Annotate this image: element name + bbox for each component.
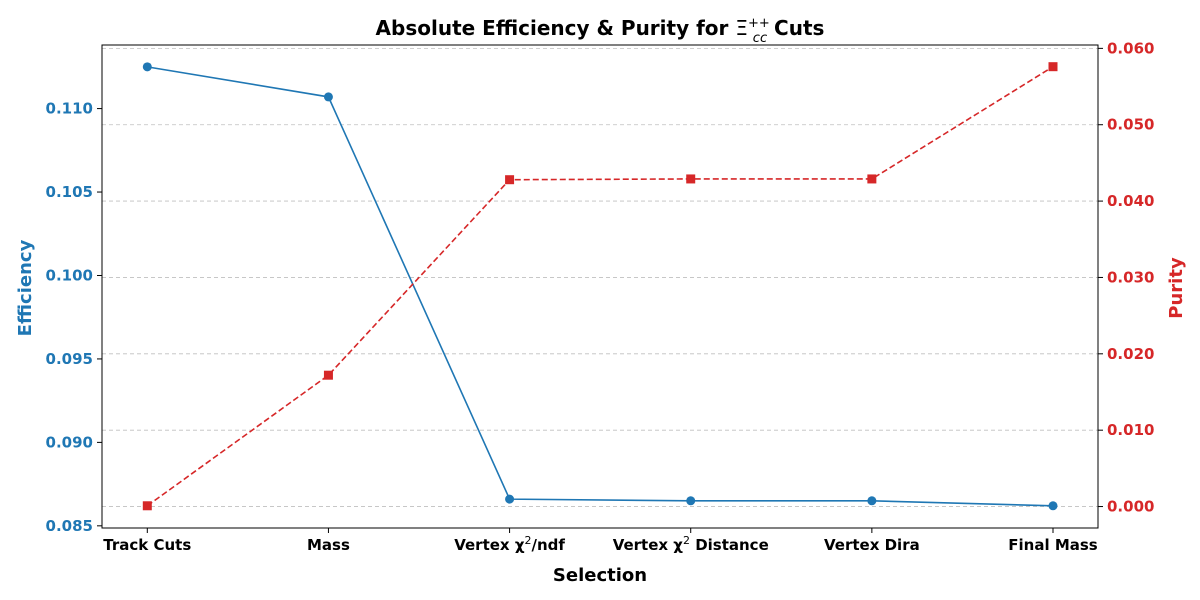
plot-frame [101,44,1099,529]
right-tick-label: 0.040 [1107,192,1154,210]
x-tick-label: Vertex χ2/ndf [454,534,565,554]
left-tick-label: 0.100 [46,266,93,284]
purity-point [142,501,152,511]
title-tail: Cuts [767,16,824,40]
title-sup: ++ [748,16,770,31]
x-tick-label: Track Cuts [103,536,191,554]
title-text: Absolute Efficiency & Purity for [376,16,736,40]
left-tick-label: 0.085 [46,517,93,535]
right-tick-label: 0.030 [1107,268,1154,286]
left-tick-label: 0.090 [46,433,93,451]
efficiency-point [505,494,515,504]
right-tick-label: 0.020 [1107,345,1154,363]
purity-point [323,370,333,380]
left-axis-label: Efficiency [15,239,36,336]
efficiency-point [867,496,877,506]
left-tick-label: 0.095 [46,350,93,368]
x-tick-label: Mass [307,536,350,554]
grid-layer [102,47,1098,507]
right-tick-label: 0.000 [1107,498,1154,516]
purity-line [146,66,1054,507]
left-tick-label: 0.110 [46,100,93,118]
right-tick-label: 0.010 [1107,421,1154,439]
x-tick-label: Final Mass [1008,536,1098,554]
purity-point [1048,62,1058,72]
series-layer [142,62,1058,511]
efficiency-point [323,92,333,102]
right-tick-label: 0.060 [1107,39,1154,57]
efficiency-point [142,62,152,72]
right-tick-label: 0.050 [1107,116,1154,134]
left-tick-label: 0.105 [46,183,93,201]
x-tick-label: Vertex Dira [824,536,920,554]
efficiency-point [686,496,696,506]
left-axis-ticks: 0.085 0.090 0.095 0.100 0.105 0.110 [46,100,102,535]
x-axis-label: Selection [553,565,647,586]
x-tick-label: Vertex χ2 Distance [613,534,769,554]
efficiency-point [1048,501,1058,511]
efficiency-line [147,66,1054,507]
title-sub: cc [753,31,767,46]
x-axis-ticks: Track Cuts Mass Vertex χ2/ndf Vertex χ2 Dis… [103,528,1098,554]
right-axis-label: Purity [1166,257,1187,319]
purity-point [686,174,696,184]
title-symbol: Ξ [735,16,748,40]
purity-point [505,175,515,185]
right-axis-ticks: 0.000 0.010 0.020 0.030 0.040 0.050 0.060 [1098,39,1154,516]
chart-title: Absolute Efficiency & Purity for Ξ++ cc C… [376,16,825,46]
purity-point [867,174,877,184]
